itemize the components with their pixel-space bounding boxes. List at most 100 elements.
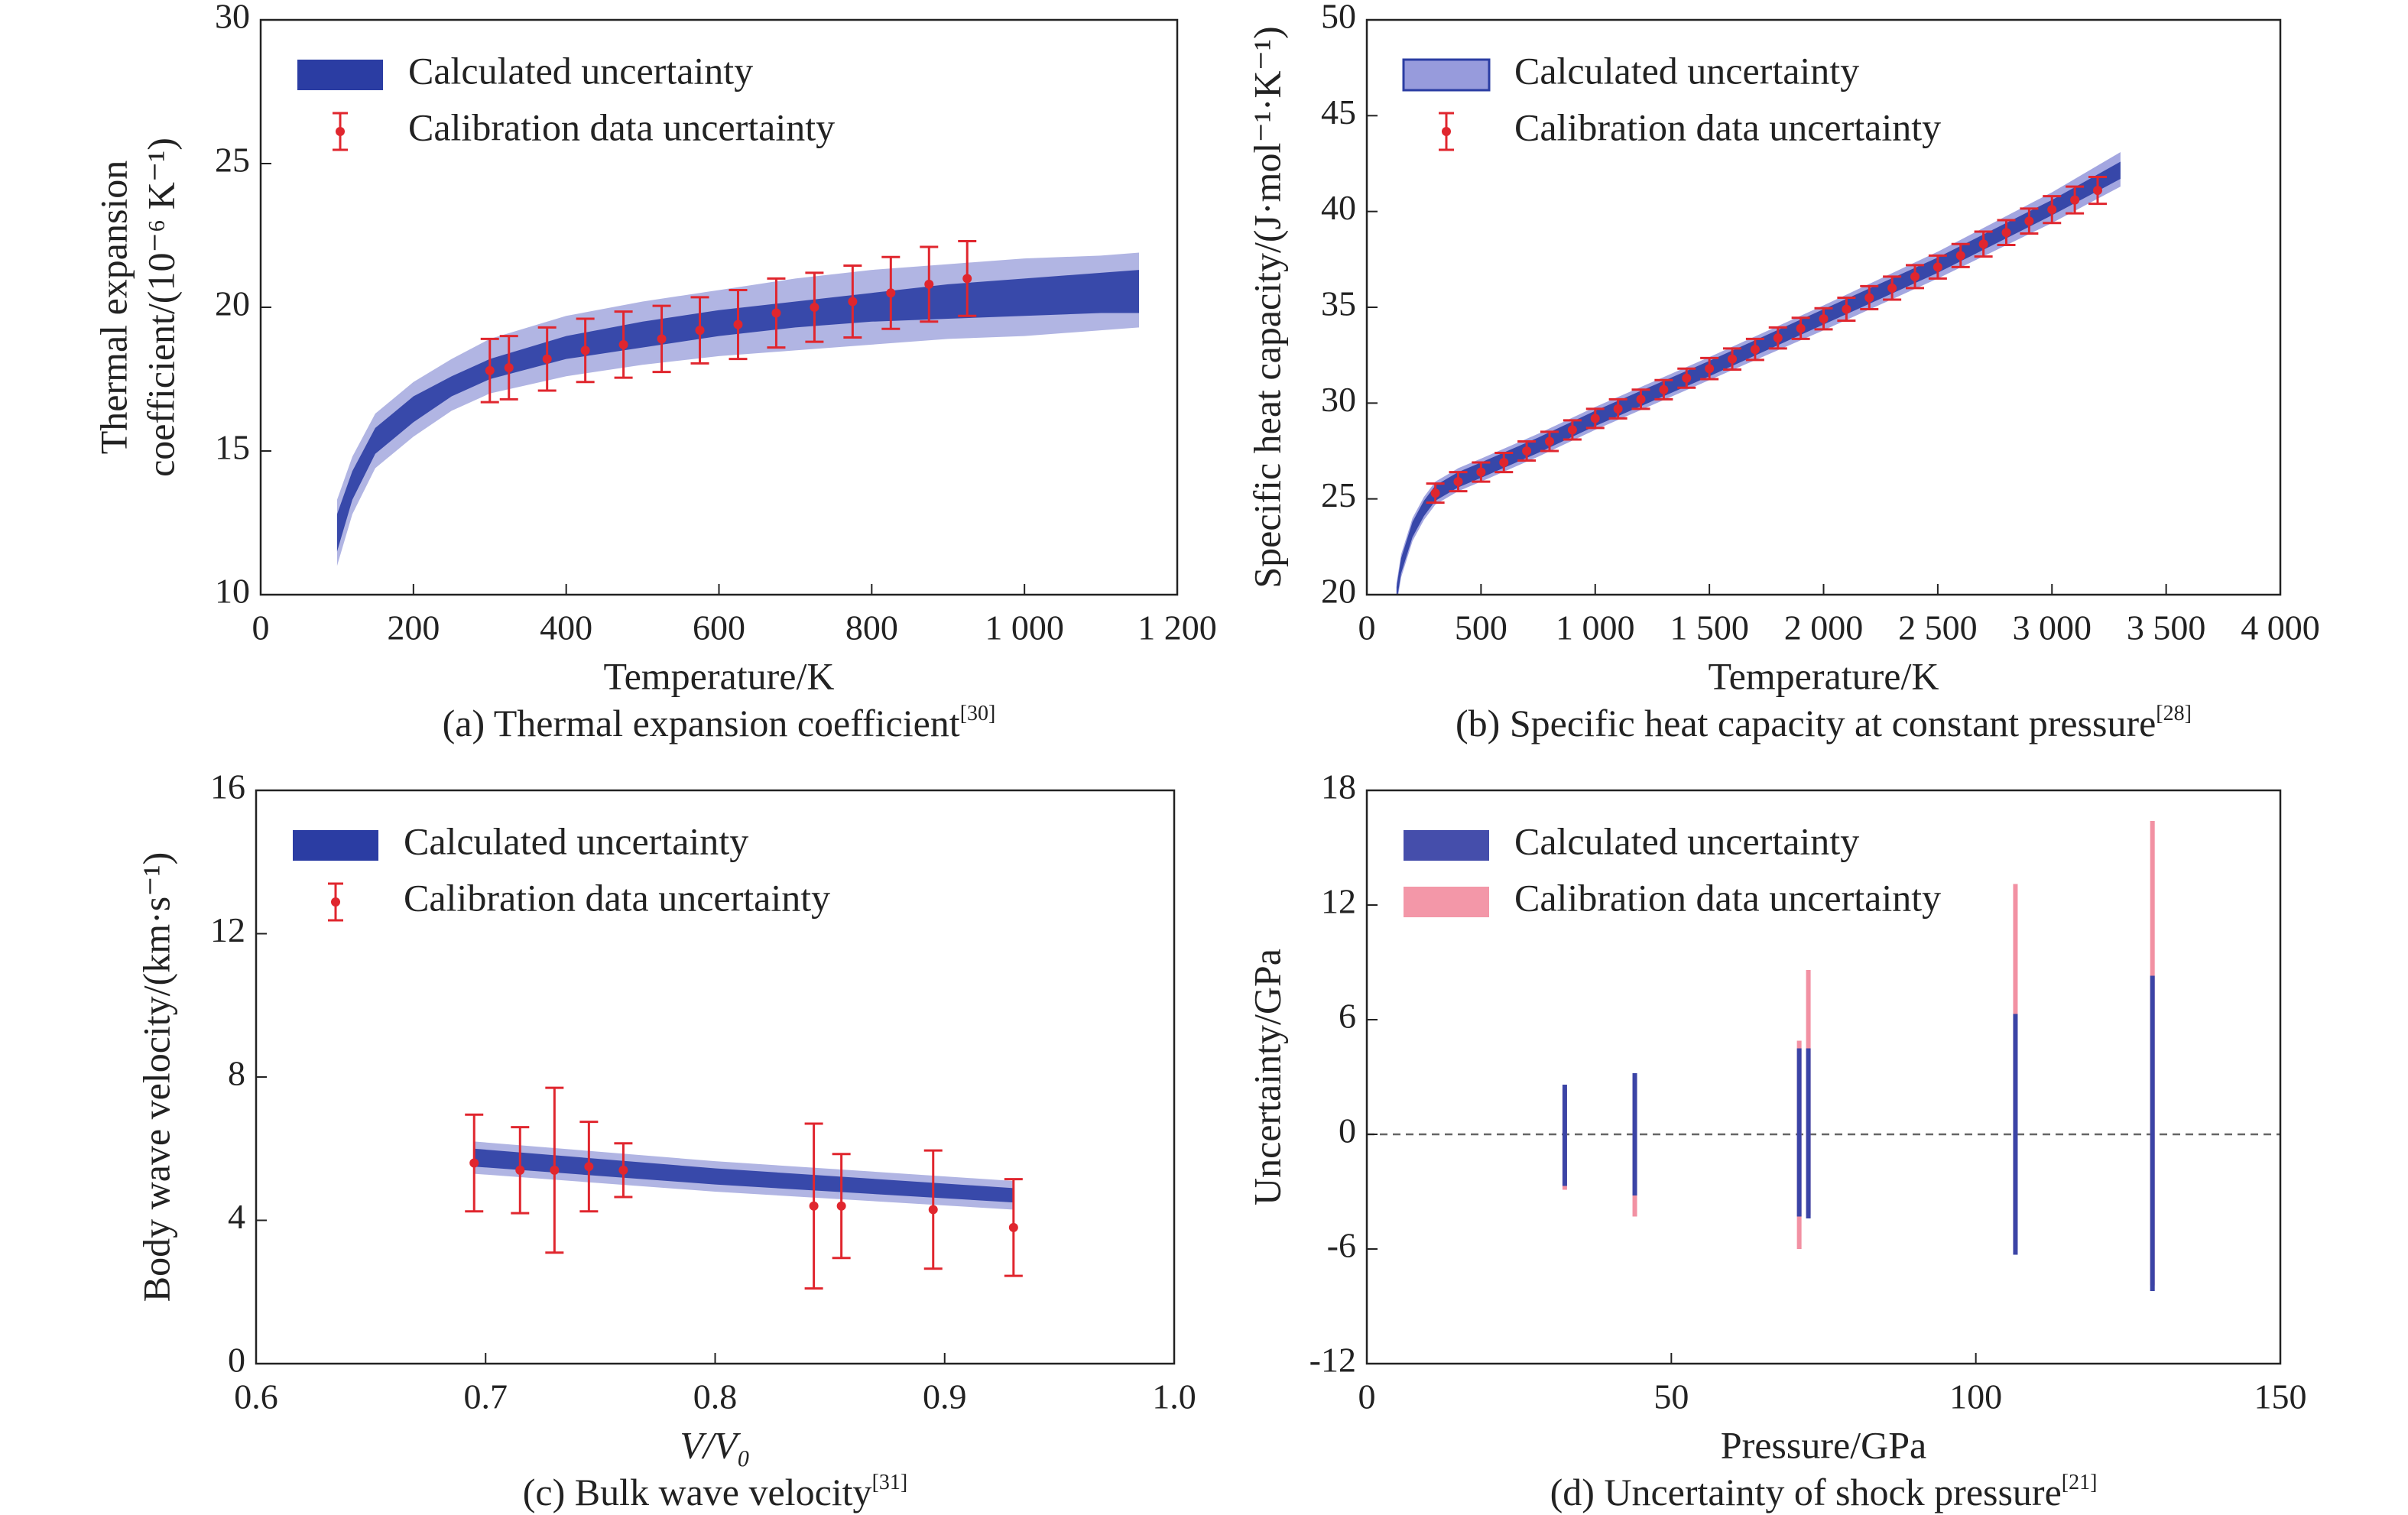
range-bar <box>1806 1048 1811 1218</box>
range-bar <box>1796 1048 1802 1217</box>
caption: (d) Uncertainty of shock pressure[21] <box>1550 1471 2098 1513</box>
legend-label: Calibration data uncertainty <box>408 105 835 148</box>
point <box>810 303 819 312</box>
legend-label: Calibration data uncertainty <box>1514 105 1941 148</box>
x-tick-label: 3 500 <box>2127 608 2206 647</box>
x-axis-label: Temperature/K <box>604 654 835 697</box>
legend-label: Calculated uncertainty <box>1514 819 1859 862</box>
point <box>1910 271 1920 281</box>
x-tick-label: 1 000 <box>1556 608 1635 647</box>
point <box>1453 477 1463 487</box>
x-tick-label: 800 <box>845 608 898 647</box>
legend-symbol <box>1402 58 1491 92</box>
x-tick-label: 2 000 <box>1784 608 1864 647</box>
caption: (a) Thermal expansion coefficient[30] <box>443 702 996 745</box>
y-axis-label: coefficient/(10⁻⁶ K⁻¹) <box>139 138 182 477</box>
x-tick-label: 2 500 <box>1898 608 1978 647</box>
y-tick-label: 4 <box>228 1197 245 1236</box>
caption-text: (b) Specific heat capacity at constant p… <box>1456 702 2156 745</box>
legend-label: Calibration data uncertainty <box>404 876 830 919</box>
range-bar <box>1632 1073 1637 1195</box>
y-tick-label: 12 <box>1321 882 1356 921</box>
y-tick-label: 40 <box>1321 188 1356 227</box>
point <box>1590 414 1600 423</box>
x-tick-label: 3 000 <box>2013 608 2092 647</box>
panel: 0 50 100 150 -12 -6 0 6 12 18 Calculated uncertain… <box>1245 767 2306 1514</box>
point <box>1567 425 1577 435</box>
x-axis-label: V/V₀ <box>680 1423 750 1466</box>
point <box>1522 446 1532 456</box>
point <box>1933 262 1942 272</box>
y-tick-label: 15 <box>215 428 250 467</box>
caption-text: (c) Bulk wave velocity <box>523 1471 872 1513</box>
y-axis-label: Uncertainty/GPa <box>1245 949 1288 1205</box>
point <box>1887 283 1897 293</box>
caption: (b) Specific heat capacity at constant p… <box>1456 702 2192 745</box>
x-tick-label: 0.8 <box>693 1377 738 1416</box>
point <box>733 320 743 329</box>
point <box>1659 384 1669 394</box>
plot-area <box>1396 151 2121 595</box>
axes-frame <box>1365 789 2282 1365</box>
x-tick-label: 1 000 <box>985 608 1064 647</box>
point <box>1499 458 1509 468</box>
band <box>1396 161 2121 595</box>
point <box>1773 333 1783 343</box>
point <box>771 308 781 318</box>
outer-band <box>336 252 1140 566</box>
y-tick-label: -6 <box>1327 1226 1356 1265</box>
caption-ref: [21] <box>2062 1471 2098 1494</box>
point <box>1613 404 1623 414</box>
point <box>584 1162 594 1172</box>
legend-label: Calculated uncertainty <box>408 49 753 92</box>
point <box>580 345 590 355</box>
y-tick-label: 25 <box>1321 475 1356 514</box>
point <box>928 1205 938 1215</box>
y-tick-label: 30 <box>215 0 250 36</box>
x-tick-label: 0 <box>1358 608 1376 647</box>
y-axis-label: Specific heat capacity/(J·mol⁻¹·K⁻¹) <box>1245 26 1288 588</box>
x-tick-label: 4 000 <box>2241 608 2320 647</box>
point <box>1955 251 1965 261</box>
point <box>1864 293 1874 303</box>
point <box>550 1165 560 1175</box>
x-tick-label: 0 <box>1358 1377 1376 1416</box>
range-bar <box>2150 975 2155 1291</box>
legend-symbol <box>336 127 345 136</box>
x-axis-label: Pressure/GPa <box>1721 1423 1926 1466</box>
y-tick-label: 10 <box>215 572 250 611</box>
panel: 0 500 1 000 1 500 2 000 2 500 3 000 3 500 4 000 2… <box>1245 0 2319 745</box>
legend-symbol <box>331 897 340 907</box>
legend-symbol <box>293 830 378 861</box>
y-tick-label: 20 <box>215 284 250 323</box>
y-tick-label: 8 <box>228 1054 245 1093</box>
y-tick-label: 18 <box>1321 767 1356 806</box>
point <box>1728 354 1737 364</box>
point <box>1750 345 1760 355</box>
point <box>924 279 934 289</box>
point <box>809 1201 819 1211</box>
y-tick-label: 16 <box>210 767 245 806</box>
caption-ref: [31] <box>872 1471 908 1494</box>
band <box>474 1148 1014 1203</box>
point <box>504 362 514 372</box>
axes-frame <box>259 18 1179 596</box>
x-tick-label: 0.6 <box>234 1377 278 1416</box>
y-tick-label: 20 <box>1321 572 1356 611</box>
legend-label: Calculated uncertainty <box>1514 49 1859 92</box>
plot-area <box>336 240 1140 566</box>
point <box>848 297 858 307</box>
point <box>1842 304 1851 314</box>
point <box>2047 205 2057 215</box>
legend-symbol <box>1404 830 1489 861</box>
caption-ref: [30] <box>960 702 996 725</box>
plot-area <box>465 1086 1023 1290</box>
x-tick-label: 600 <box>693 608 745 647</box>
point <box>962 274 972 284</box>
y-axis-label: Body wave velocity/(km·s⁻¹) <box>135 852 177 1302</box>
y-tick-label: 6 <box>1339 997 1356 1036</box>
point <box>1978 239 1988 249</box>
plot-area <box>1367 821 2280 1291</box>
x-tick-label: 200 <box>387 608 440 647</box>
